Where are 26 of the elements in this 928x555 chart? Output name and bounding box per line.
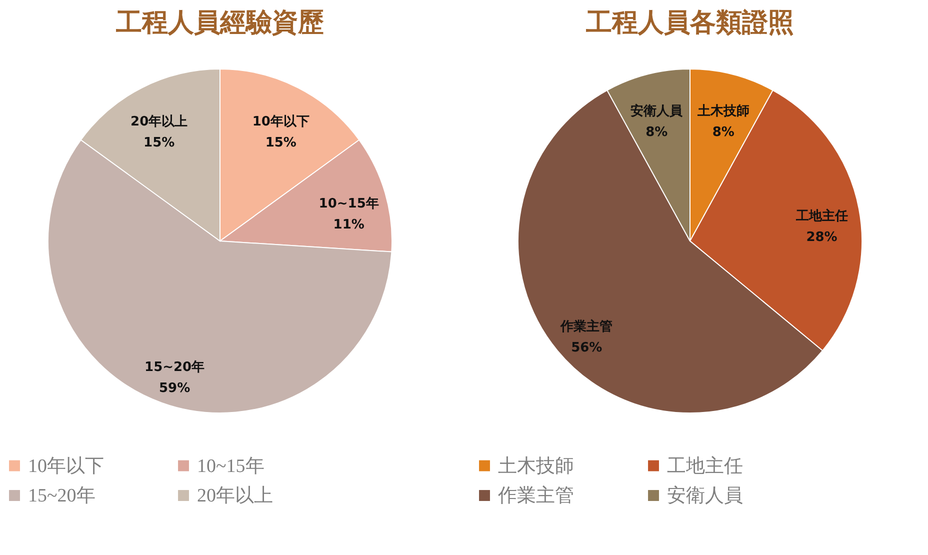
slice-label: 15~20年	[144, 360, 205, 376]
legend-label: 10~15年	[197, 456, 264, 477]
data-label: 8%	[712, 125, 734, 140]
data-label: 56%	[571, 340, 602, 356]
legend-label: 20年以上	[197, 486, 273, 506]
data-label: 15%	[144, 135, 175, 150]
data-label: 15%	[265, 135, 296, 150]
slice-label: 土木技師	[696, 104, 750, 120]
legend-label: 10年以下	[28, 456, 104, 477]
data-label: 8%	[646, 125, 668, 140]
legend-label: 工地主任	[667, 454, 743, 477]
slice-label: 20年以上	[130, 114, 188, 130]
legend-label: 作業主管	[497, 484, 574, 506]
data-label: 59%	[158, 381, 190, 396]
legend-label: 安衛人員	[667, 484, 743, 506]
chart-title: 工程人員各類證照	[585, 8, 794, 38]
data-label: 28%	[806, 230, 838, 245]
slice-label: 10年以下	[252, 114, 310, 130]
slice-label: 安衛人員	[630, 103, 684, 120]
slice-label: 工地主任	[794, 208, 848, 224]
chart-title: 工程人員經驗資歷	[115, 8, 324, 38]
data-label: 11%	[333, 218, 364, 233]
legend-label: 土木技師	[498, 456, 574, 477]
slice-label: 作業主管	[560, 318, 613, 335]
legend-label: 15~20年	[28, 486, 96, 506]
slice-label: 10~15年	[318, 196, 379, 212]
